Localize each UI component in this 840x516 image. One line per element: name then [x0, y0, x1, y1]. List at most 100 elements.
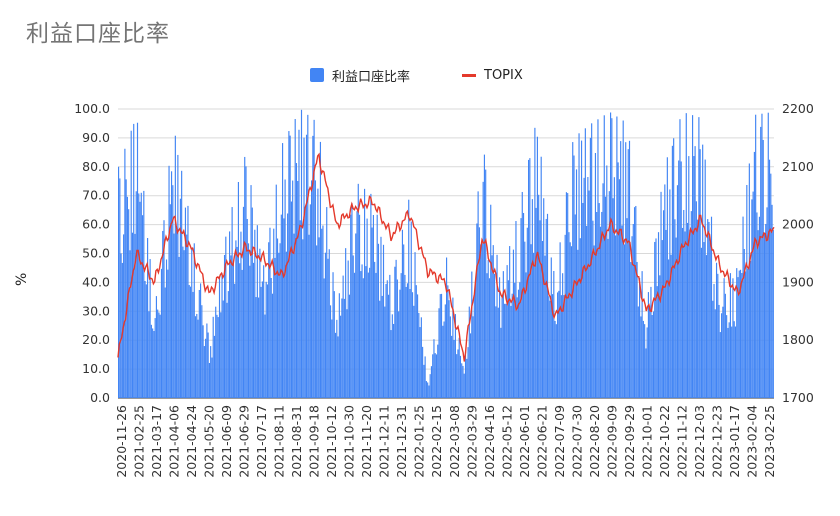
bar	[160, 268, 163, 398]
bar	[422, 346, 424, 398]
bar	[208, 362, 210, 398]
bar	[543, 198, 545, 398]
bar	[260, 286, 262, 398]
bar	[522, 212, 525, 398]
bar	[197, 319, 199, 398]
bar	[269, 227, 271, 398]
bar	[202, 325, 204, 398]
bar	[758, 216, 761, 398]
bar	[216, 314, 218, 398]
bar	[414, 252, 416, 398]
bar	[505, 303, 507, 398]
bar	[731, 326, 733, 398]
bar	[207, 332, 209, 398]
bar	[639, 277, 641, 398]
bar	[551, 294, 554, 398]
bar	[481, 243, 483, 398]
bar	[203, 346, 205, 398]
bar	[283, 218, 285, 398]
bar	[587, 177, 589, 398]
bar	[642, 320, 644, 398]
bar	[741, 273, 743, 398]
x-tick-label: 2021-11-20	[359, 405, 374, 478]
bar	[582, 202, 584, 398]
bar	[714, 309, 716, 398]
bar	[198, 289, 200, 398]
y-tick-label: 40.0	[82, 274, 110, 289]
y-tick-label: 0.0	[90, 390, 110, 405]
bar	[694, 146, 696, 398]
bar	[650, 286, 652, 398]
bar	[366, 218, 368, 398]
bar	[346, 309, 348, 398]
bar	[424, 356, 426, 398]
bar	[760, 126, 762, 398]
bar	[655, 238, 657, 398]
bar	[324, 252, 327, 398]
bar	[548, 296, 550, 398]
bar	[627, 149, 629, 398]
bar	[193, 243, 195, 398]
bar	[164, 287, 166, 398]
bar	[400, 273, 402, 398]
bar	[321, 228, 323, 398]
bar	[220, 312, 222, 398]
y-tick-label: 20.0	[82, 332, 110, 347]
bar	[752, 191, 754, 398]
bar	[626, 218, 628, 398]
bar	[492, 245, 494, 398]
bar	[381, 295, 383, 398]
x-tick-label: 2022-06-01	[517, 405, 532, 478]
bar	[372, 214, 374, 398]
bar	[630, 262, 632, 398]
bar	[287, 213, 289, 398]
bar	[628, 140, 631, 398]
bar	[169, 204, 171, 398]
bar	[295, 163, 298, 398]
bar	[384, 306, 386, 398]
bar	[602, 183, 604, 398]
bar	[329, 305, 332, 398]
bar	[290, 201, 292, 398]
bar	[234, 283, 236, 398]
bar	[680, 161, 682, 398]
bar	[641, 271, 643, 398]
bar	[239, 263, 241, 398]
bar	[459, 355, 462, 398]
bar	[768, 159, 771, 398]
bar	[133, 123, 135, 399]
bar	[669, 189, 671, 398]
bar	[261, 281, 263, 398]
legend-item-topix[interactable]: TOPIX	[462, 64, 523, 86]
bar	[684, 231, 686, 398]
bar	[699, 149, 701, 398]
bar	[223, 254, 226, 398]
bar	[136, 122, 139, 398]
bar	[128, 209, 130, 398]
bar	[404, 274, 406, 398]
bar	[434, 353, 436, 398]
y2-tick-label: 1700	[782, 390, 814, 405]
bar	[201, 305, 203, 398]
bar	[454, 314, 456, 398]
bar	[549, 300, 551, 398]
bar	[399, 289, 401, 398]
y-tick-label: 80.0	[82, 159, 110, 174]
bar	[157, 309, 159, 398]
bar	[734, 326, 737, 398]
bar	[611, 118, 613, 398]
bar	[307, 114, 309, 399]
bar	[410, 221, 412, 398]
bar	[603, 115, 605, 399]
x-tick-label: 2021-05-20	[202, 405, 217, 478]
bar	[183, 250, 185, 398]
legend-item-profit-ratio[interactable]: 利益口座比率	[310, 64, 410, 86]
bar	[477, 191, 479, 398]
bar	[555, 324, 557, 398]
bar	[610, 112, 612, 398]
bar	[341, 298, 343, 398]
bar	[179, 198, 181, 398]
bar	[393, 323, 395, 398]
bar	[406, 283, 409, 398]
bar	[263, 265, 265, 398]
